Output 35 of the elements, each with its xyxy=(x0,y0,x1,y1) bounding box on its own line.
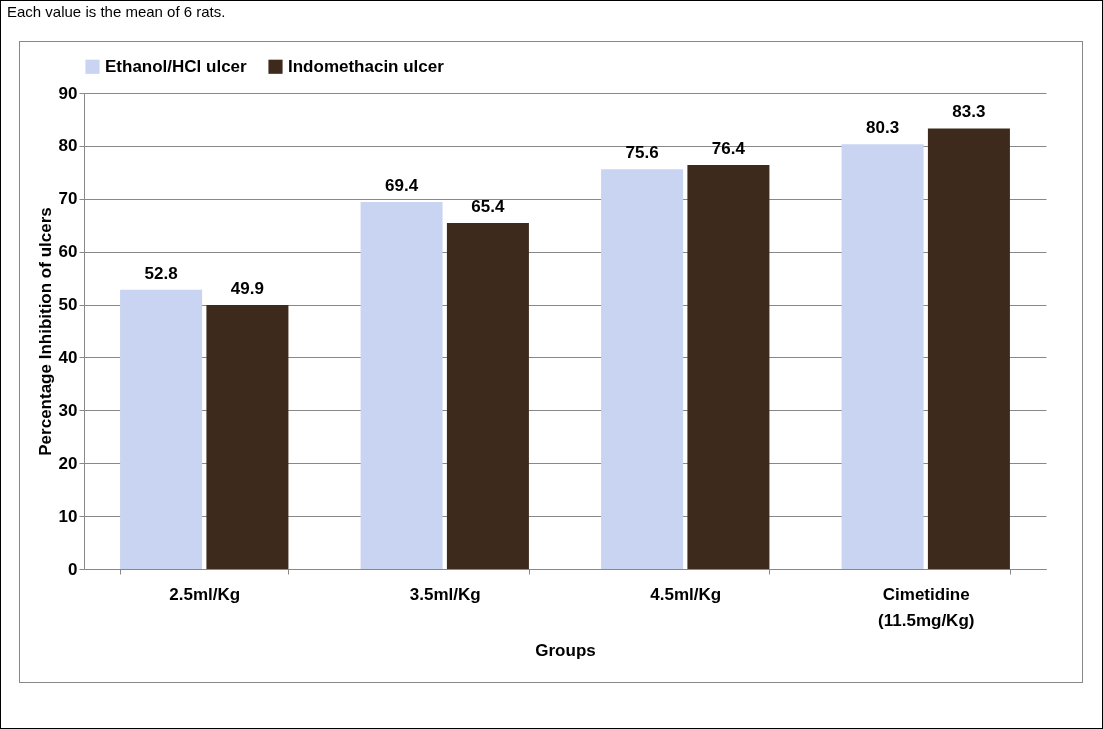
legend-label: Ethanol/HCl ulcer xyxy=(105,56,248,76)
y-tick-label: 10 xyxy=(58,506,78,526)
data-label: 76.4 xyxy=(711,138,746,158)
x-tick-label: 2.5ml/Kg xyxy=(169,584,241,604)
data-label: 80.3 xyxy=(866,118,900,138)
data-label: 75.6 xyxy=(625,143,659,163)
bar xyxy=(927,128,1010,569)
bar xyxy=(446,223,529,569)
y-tick-label: 30 xyxy=(58,400,78,420)
bar xyxy=(206,305,289,569)
x-axis-title: Groups xyxy=(535,640,596,660)
text: Each value is the mean of 6 rats. xyxy=(7,3,226,20)
y-tick-label: 50 xyxy=(58,295,78,315)
bar xyxy=(601,169,684,569)
legend-label: Indomethacin ulcer xyxy=(288,56,445,76)
y-tick-label: 80 xyxy=(58,136,78,156)
data-label: 69.4 xyxy=(385,175,419,195)
y-axis-title: Percentage Inhibition of ulcers xyxy=(35,207,55,456)
y-tick-label: 40 xyxy=(58,347,78,367)
x-tick-label: 3.5ml/Kg xyxy=(409,584,481,604)
data-label: 52.8 xyxy=(144,263,178,283)
data-label: 49.9 xyxy=(230,279,264,299)
bar xyxy=(841,144,924,569)
y-tick-label: 60 xyxy=(58,242,78,262)
bar xyxy=(687,164,770,569)
y-tick-label: 90 xyxy=(58,83,78,103)
bar xyxy=(360,201,443,569)
bar xyxy=(120,289,203,569)
y-tick-label: 20 xyxy=(58,453,78,473)
y-tick-label: 0 xyxy=(68,559,78,579)
x-tick-label: Cimetidine (11.5mg/Kg) xyxy=(878,584,975,630)
data-label: 65.4 xyxy=(471,197,505,217)
x-tick-label: 4.5ml/Kg xyxy=(650,584,722,604)
y-tick-label: 70 xyxy=(58,189,78,209)
data-label: 83.3 xyxy=(952,102,986,122)
